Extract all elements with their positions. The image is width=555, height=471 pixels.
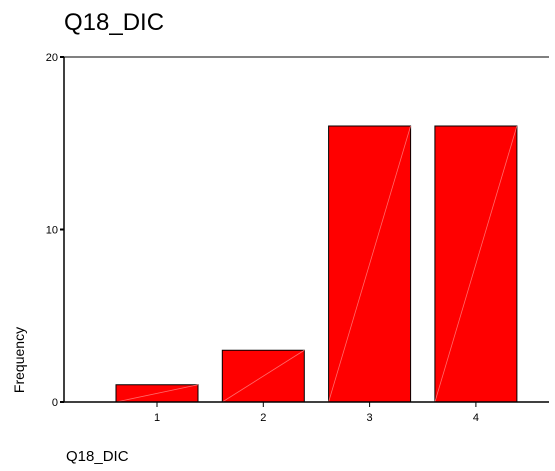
x-tick-label-2: 2: [260, 412, 266, 424]
x-tick-label-4: 4: [473, 412, 479, 424]
chart-title: Q18_DIC: [64, 9, 165, 36]
x-tick-label-1: 1: [154, 412, 160, 424]
bars-group: [115, 125, 518, 403]
y-tick-label-20: 20: [46, 52, 58, 64]
bar-2-shade: [222, 349, 305, 403]
bar-3-shade: [328, 125, 411, 403]
axes-group: 1 2 3 4 0 10 20: [46, 52, 549, 424]
bar-4-shade: [434, 125, 518, 403]
y-tick-label-10: 10: [46, 225, 58, 237]
x-axis-title: Q18_DIC: [66, 448, 129, 465]
y-tick-label-0: 0: [52, 397, 58, 409]
bar-1-shade: [115, 384, 199, 403]
x-tick-label-3: 3: [367, 412, 373, 424]
